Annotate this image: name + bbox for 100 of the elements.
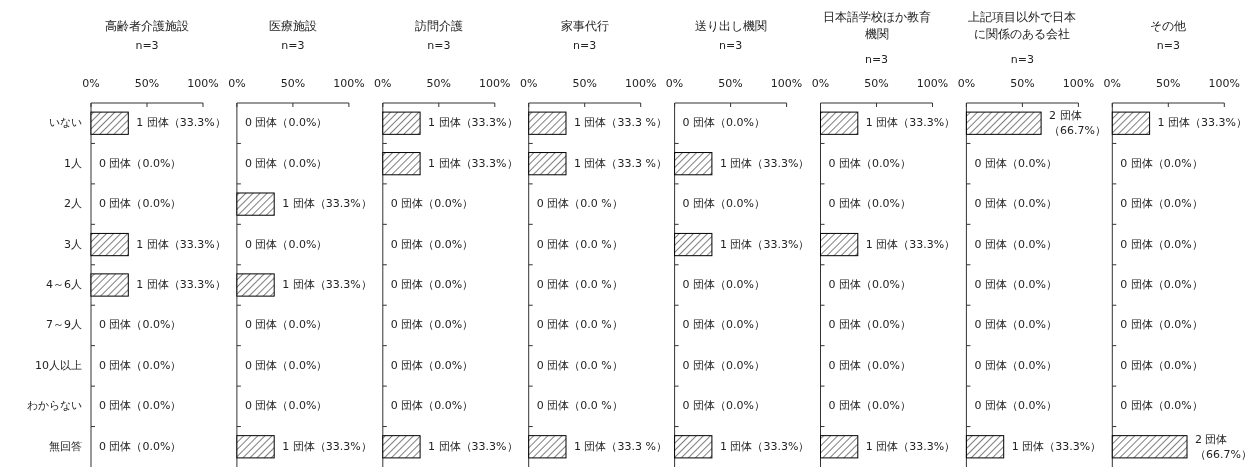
data-label: 1 団体（33.3%） — [1157, 116, 1247, 130]
x-tick-label: 0% — [228, 77, 246, 90]
data-label: 0 団体（0.0%） — [1120, 197, 1203, 211]
chart-title: 高齢者介護施設 — [105, 18, 189, 33]
data-label: 0 団体（0.0%） — [99, 439, 182, 453]
data-label: 0 団体（0.0%） — [828, 197, 911, 211]
chart-subtitle: n=3 — [864, 53, 889, 66]
data-label: 0 団体（0.0 %） — [536, 318, 623, 332]
data-label: 0 団体（0.0%） — [828, 278, 911, 291]
x-tick-label: 0% — [519, 77, 538, 90]
chart-subtitle: n=3 — [719, 39, 743, 52]
data-label: 1 団体（33.3%） — [428, 439, 518, 453]
chart-subtitle: n=3 — [1156, 39, 1180, 52]
data-label: 0 団体（0.0%） — [974, 156, 1057, 170]
x-tick-label: 50% — [1010, 77, 1035, 90]
y-tick-label: 3人 — [64, 237, 82, 251]
chart-title: 送り出し機関 — [694, 18, 767, 33]
x-tick-label: 100% — [1062, 77, 1095, 90]
data-label: 2 団体（66.7%） — [1195, 432, 1247, 461]
data-label: 0 団体（0.0%） — [974, 358, 1057, 372]
data-label: 0 団体（0.0%） — [244, 237, 328, 251]
data-label: 0 団体（0.0%） — [99, 318, 182, 332]
y-tick-label: 4～6人 — [46, 278, 82, 291]
data-label: 1 団体（33.3%） — [719, 439, 810, 453]
chart-subtitle: n=3 — [1010, 53, 1034, 66]
x-tick-label: 50% — [572, 77, 597, 90]
data-label: 1 団体（33.3%） — [282, 278, 372, 291]
x-tick-label: 0% — [82, 77, 100, 90]
x-tick-label: 0% — [665, 77, 684, 90]
data-label: 0 団体（0.0%） — [99, 399, 182, 413]
data-label: 0 団体（0.0%） — [244, 399, 328, 413]
y-tick-label: 無回答 — [49, 439, 82, 453]
data-label: 0 団体（0.0%） — [390, 278, 474, 291]
data-label: 1 団体（33.3%） — [136, 278, 226, 291]
data-label: 0 団体（0.0%） — [682, 318, 766, 332]
data-label: 0 団体（0.0%） — [244, 318, 328, 332]
chart-title: 医療施設 — [268, 18, 317, 33]
data-label: 1 団体（33.3%） — [428, 156, 518, 170]
chart-title: 家事代行 — [560, 18, 609, 33]
data-label: 0 団体（0.0%） — [682, 278, 766, 291]
data-label: 1 団体（33.3%） — [1011, 439, 1102, 453]
x-tick-label: 50% — [864, 77, 889, 90]
x-tick-label: 50% — [426, 77, 452, 90]
data-label: 0 団体（0.0 %） — [536, 399, 623, 413]
data-label: 0 団体（0.0%） — [828, 156, 911, 170]
x-tick-label: 100% — [479, 77, 511, 90]
data-label: 1 団体（33.3%） — [136, 237, 226, 251]
data-label: 0 団体（0.0%） — [682, 116, 766, 130]
data-label: 0 団体（0.0%） — [974, 237, 1057, 251]
data-label: 2 団体（66.7%） — [1049, 109, 1107, 138]
data-label: 1 団体（33.3%） — [136, 116, 226, 130]
data-label: 0 団体（0.0%） — [1120, 237, 1203, 251]
x-tick-label: 50% — [1156, 77, 1181, 90]
data-label: 0 団体（0.0%） — [1120, 278, 1203, 291]
data-label: 0 団体（0.0%） — [1120, 156, 1203, 170]
chart-title: 訪問介護 — [414, 18, 463, 33]
data-label: 0 団体（0.0%） — [244, 116, 328, 130]
data-label: 0 団体（0.0%） — [390, 358, 474, 372]
chart-subtitle: n=3 — [573, 39, 597, 52]
data-label: 0 団体（0.0%） — [974, 399, 1057, 413]
data-label: 1 団体（33.3%） — [282, 197, 372, 211]
data-label: 0 団体（0.0%） — [244, 358, 328, 372]
data-label: 0 団体（0.0 %） — [536, 358, 623, 372]
y-tick-label: 1人 — [64, 156, 82, 170]
x-tick-label: 100% — [187, 77, 219, 90]
data-label: 1 団体（33.3 %） — [574, 439, 667, 453]
x-tick-label: 100% — [624, 77, 657, 90]
x-tick-label: 0% — [374, 77, 392, 90]
data-label: 0 団体（0.0%） — [974, 318, 1057, 332]
data-label: 0 団体（0.0%） — [99, 156, 182, 170]
data-label: 0 団体（0.0 %） — [536, 278, 623, 291]
x-tick-label: 50% — [134, 77, 160, 90]
x-tick-label: 0% — [811, 77, 830, 90]
data-label: 0 団体（0.0%） — [828, 358, 911, 372]
x-tick-label: 0% — [1103, 77, 1122, 90]
data-label: 0 団体（0.0%） — [682, 399, 766, 413]
x-tick-label: 100% — [770, 77, 803, 90]
data-label: 1 団体（33.3 %） — [574, 116, 667, 130]
chart-title: 日本語学校ほか教育機関 — [822, 9, 931, 41]
x-tick-label: 50% — [280, 77, 306, 90]
chart-subtitle: n=3 — [135, 39, 159, 52]
data-label: 0 団体（0.0%） — [390, 197, 474, 211]
x-tick-label: 0% — [957, 77, 976, 90]
x-tick-label: 100% — [1208, 77, 1241, 90]
data-label: 1 団体（33.3 %） — [574, 156, 667, 170]
y-tick-label: いない — [49, 116, 82, 130]
data-label: 1 団体（33.3%） — [719, 237, 810, 251]
data-label: 0 団体（0.0%） — [828, 399, 911, 413]
x-tick-label: 100% — [333, 77, 365, 90]
data-label: 1 団体（33.3%） — [865, 116, 956, 130]
data-label: 1 団体（33.3%） — [428, 116, 518, 130]
data-label: 0 団体（0.0%） — [828, 318, 911, 332]
data-label: 0 団体（0.0%） — [390, 318, 474, 332]
chart-title: その他 — [1150, 18, 1187, 33]
data-label: 0 団体（0.0%） — [1120, 399, 1203, 413]
data-label: 0 団体（0.0%） — [99, 197, 182, 211]
data-label: 0 団体（0.0%） — [1120, 318, 1203, 332]
y-tick-label: 7～9人 — [46, 318, 82, 332]
data-label: 1 団体（33.3%） — [865, 439, 956, 453]
data-label: 0 団体（0.0 %） — [536, 237, 623, 251]
